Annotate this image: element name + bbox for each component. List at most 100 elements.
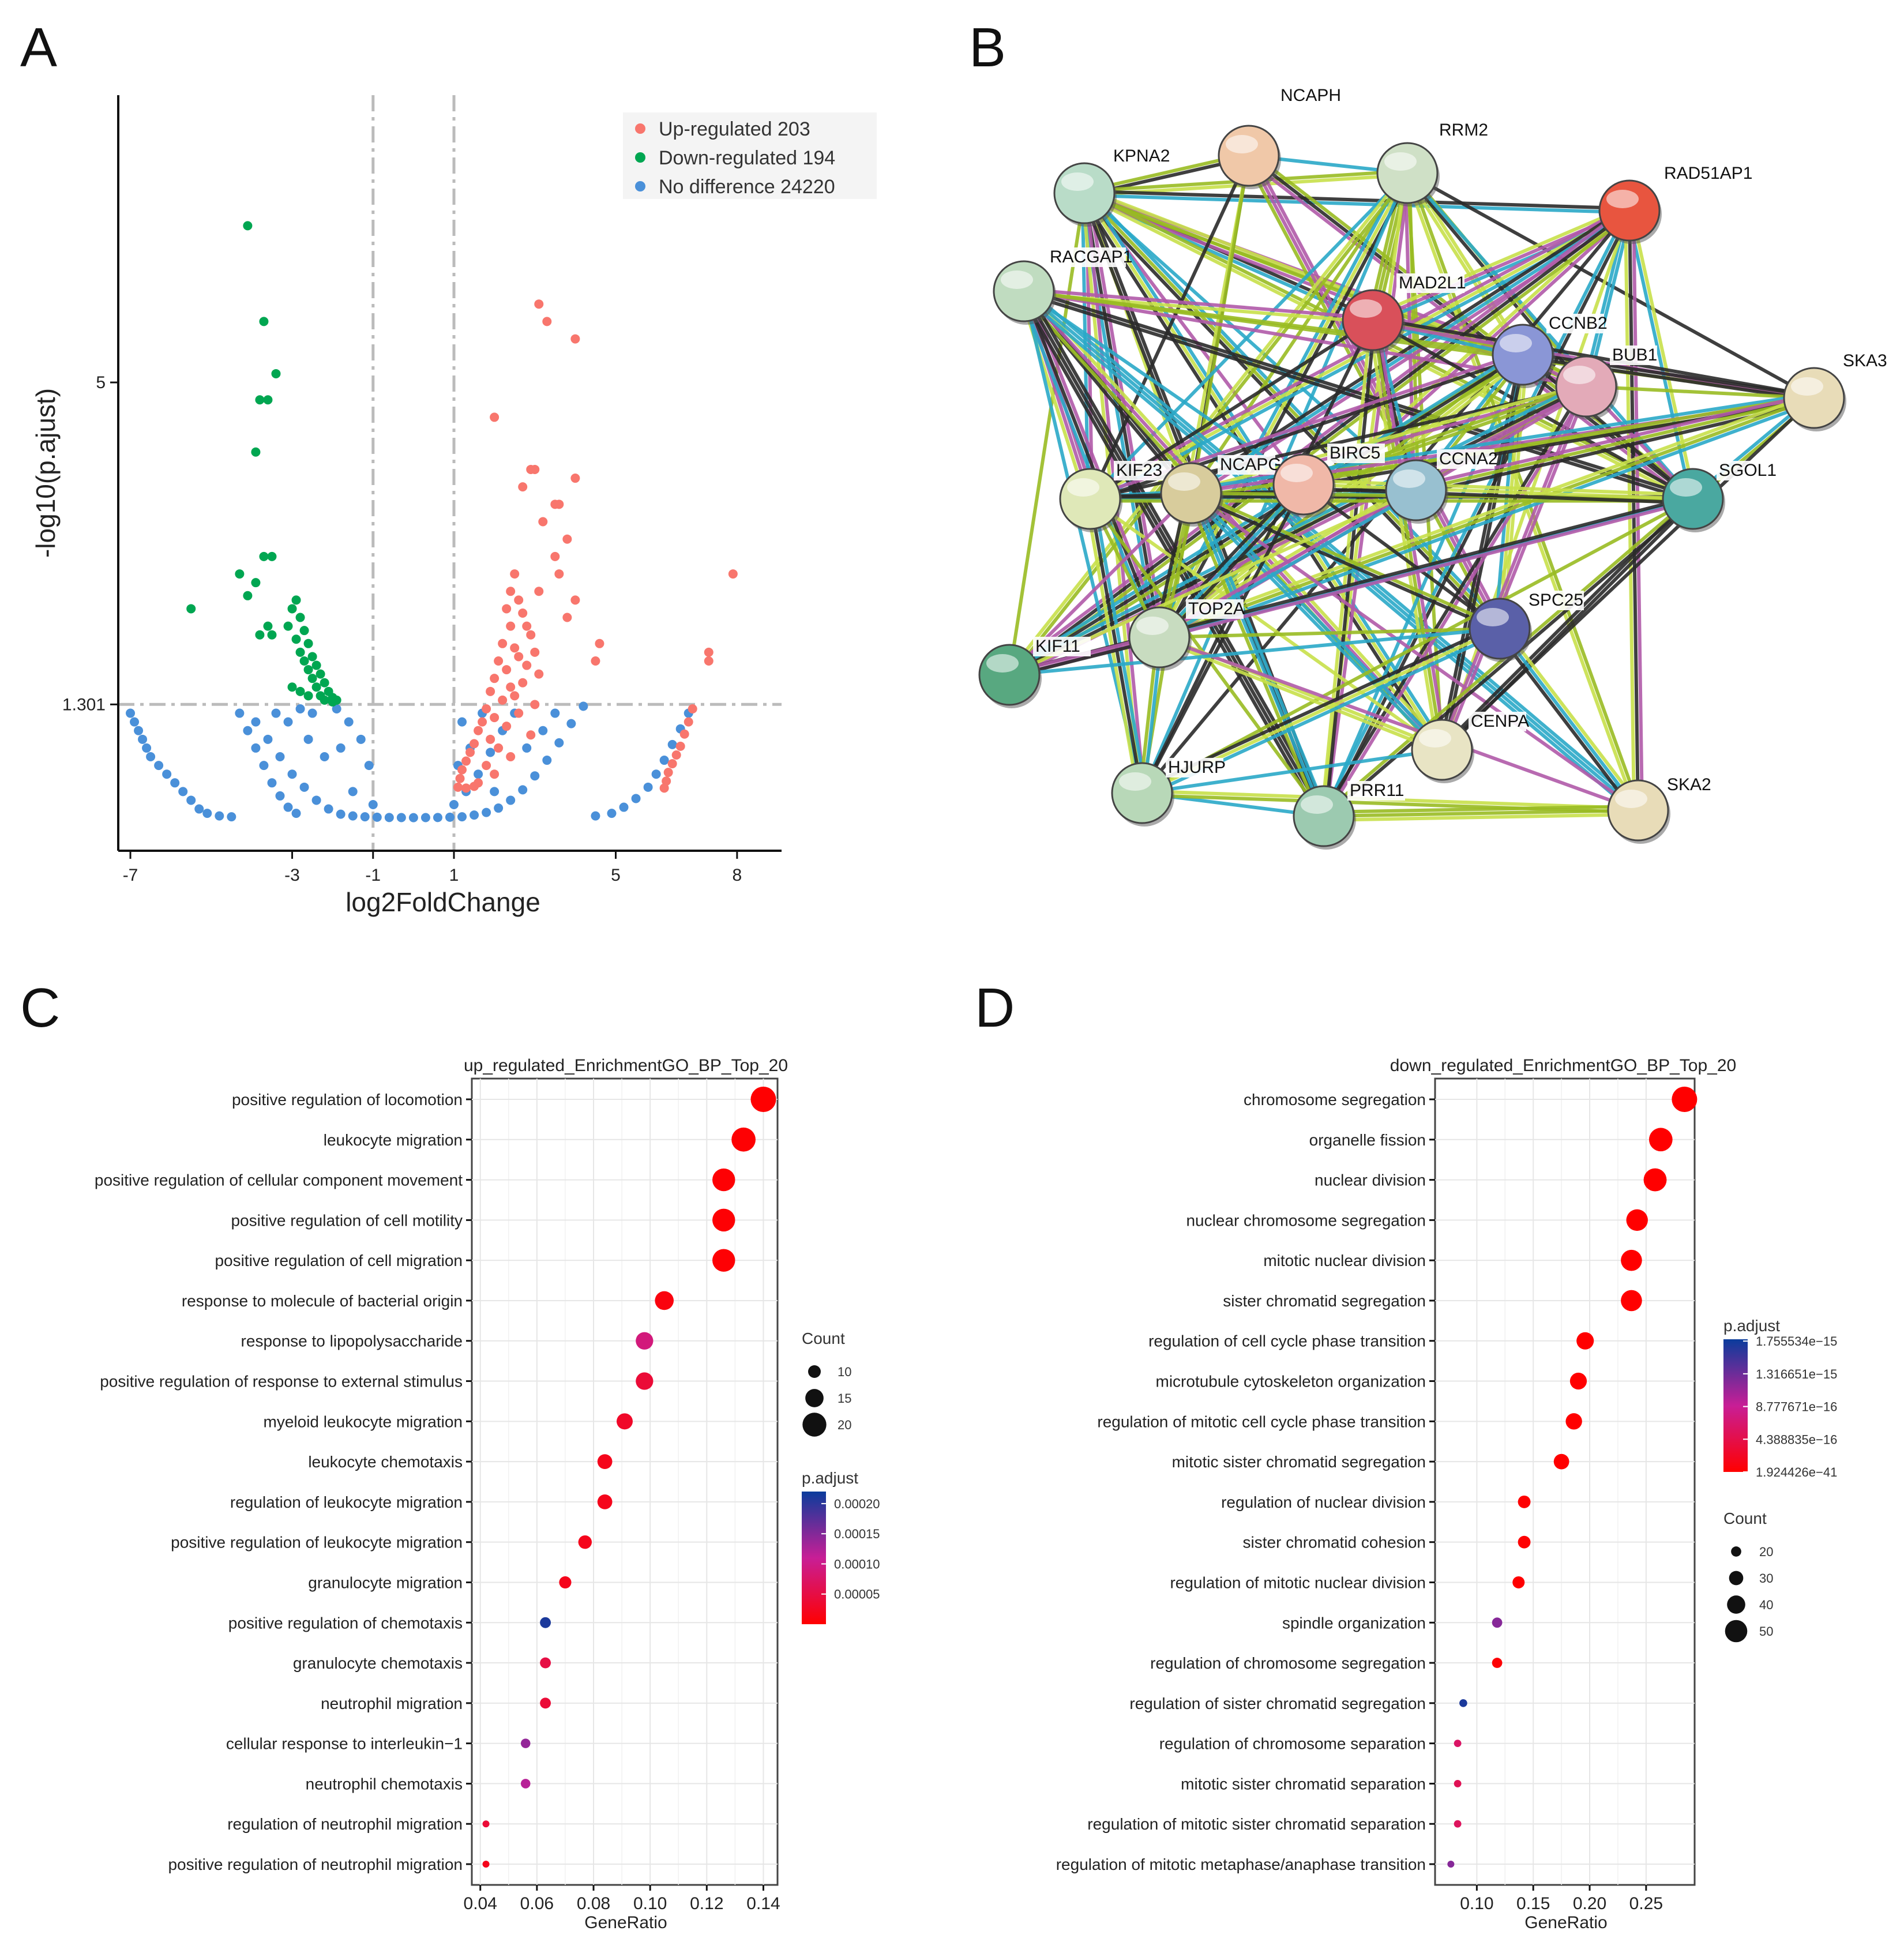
volcano-point <box>303 665 313 675</box>
volcano-x-ticks: -7 -3 -1 1 5 8 <box>123 851 742 885</box>
network-edge <box>1415 396 1815 492</box>
volcano-point <box>255 395 265 405</box>
volcano-point <box>311 795 321 805</box>
enrichment-dot <box>712 1168 735 1192</box>
count-legend-label: 15 <box>838 1391 851 1406</box>
x-tick-label: 0.10 <box>633 1894 667 1913</box>
volcano-point <box>154 761 164 771</box>
network-node-racgap1: RACGAP1 <box>993 247 1132 325</box>
volcano-point <box>663 768 673 777</box>
enrichment-dot <box>540 1617 551 1628</box>
color-legend-label: 0.00010 <box>834 1557 880 1571</box>
network-edge <box>1083 191 1418 492</box>
node-sphere <box>1059 468 1121 530</box>
category-label: positive regulation of cellular componen… <box>95 1171 463 1189</box>
volcano-point <box>126 708 136 718</box>
up-go-plot-area: positive regulation of locomotion leukocy… <box>95 1077 780 1913</box>
volcano-point <box>283 717 293 727</box>
node-sphere <box>1053 162 1116 224</box>
volcano-point <box>530 771 540 781</box>
down-go-dotplot: down_regulated_EnrichmentGO_BP_Top_20 ch… <box>1056 1056 1838 1932</box>
node-label: MAD2L1 <box>1399 273 1466 292</box>
x-tick-label: 1 <box>449 866 459 885</box>
y-tick-label: 1.301 <box>62 695 106 714</box>
network-edge <box>1158 636 1639 812</box>
category-label: regulation of mitotic sister chromatid s… <box>1087 1815 1426 1833</box>
x-tick-label: 0.25 <box>1629 1894 1663 1913</box>
enrichment-dot <box>1643 1168 1667 1192</box>
category-label: sister chromatid segregation <box>1223 1292 1426 1310</box>
network-node-prr11: PRR11 <box>1293 781 1405 850</box>
node-label: KIF11 <box>1035 637 1080 656</box>
network-edge <box>1157 392 1813 636</box>
volcano-point <box>299 626 309 636</box>
volcano-point <box>506 587 516 596</box>
count-legend-dot <box>805 1389 824 1407</box>
legend-marker <box>635 152 645 163</box>
volcano-point <box>295 704 305 713</box>
volcano-point <box>570 474 580 483</box>
x-tick-label: -7 <box>123 866 138 885</box>
network-node-ccnb2: CCNB2 <box>1492 314 1608 388</box>
volcano-point <box>490 674 500 683</box>
volcano-point <box>186 795 196 805</box>
node-sphere <box>1411 719 1473 781</box>
network-edge <box>1191 490 1445 750</box>
color-legend-label: 0.00020 <box>834 1497 880 1511</box>
volcano-point <box>526 464 536 474</box>
volcano-point <box>490 713 500 723</box>
network-node-ncapg: NCAPG <box>1160 455 1282 527</box>
category-label: regulation of mitotic nuclear division <box>1170 1573 1426 1591</box>
network-edge <box>1008 193 1086 675</box>
up-go-legend: Count 10 15 20 p.adjust 0.00020 0.00015 0.00010… <box>802 1329 880 1624</box>
volcano-point <box>554 738 564 748</box>
node-label: RACGAP1 <box>1050 247 1132 266</box>
volcano-point <box>470 782 479 791</box>
category-label: positive regulation of locomotion <box>232 1091 463 1109</box>
count-legend-dot <box>802 1413 827 1437</box>
volcano-point <box>251 743 261 753</box>
volcano-point <box>267 630 277 640</box>
volcano-point <box>514 708 524 718</box>
network-edge <box>1088 171 1409 501</box>
category-label: response to molecule of bacterial origin <box>182 1292 463 1310</box>
volcano-point <box>465 748 475 757</box>
enrichment-dot <box>1626 1209 1648 1231</box>
volcano-point <box>170 778 180 788</box>
network-edge <box>1140 483 1305 794</box>
volcano-point <box>457 812 467 822</box>
network-edge <box>1141 497 1694 795</box>
network-edge <box>1323 805 1638 814</box>
node-label-bg <box>1218 455 1275 475</box>
volcano-point <box>570 595 580 605</box>
volcano-point <box>534 669 544 679</box>
volcano-point <box>486 748 495 757</box>
enrichment-dot <box>520 1738 531 1748</box>
network-edge <box>1008 353 1524 677</box>
node-highlight <box>1477 608 1509 626</box>
color-legend-label: 0.00005 <box>834 1587 880 1602</box>
node-label-bg <box>1469 712 1526 731</box>
category-label: positive regulation of neutrophil migrat… <box>168 1855 463 1873</box>
color-legend-title: p.adjust <box>802 1469 858 1487</box>
node-label-bg <box>1610 345 1657 365</box>
enrichment-dot <box>1565 1413 1582 1430</box>
count-legend-label: 50 <box>1759 1624 1773 1639</box>
enrichment-dot <box>1621 1290 1642 1312</box>
node-highlight <box>1419 729 1451 748</box>
node-label-bg <box>1166 758 1223 777</box>
volcano-point <box>328 697 337 707</box>
color-legend-label: 0.00015 <box>834 1527 880 1541</box>
network-node-mad2l1: MAD2L1 <box>1342 273 1466 354</box>
volcano-point <box>368 800 378 810</box>
enrichment-dot <box>559 1576 572 1589</box>
category-label: positive regulation of cell migration <box>215 1252 463 1269</box>
x-tick-label: 0.14 <box>746 1894 780 1913</box>
volcano-point <box>283 621 293 631</box>
volcano-point <box>643 782 653 792</box>
volcano-point <box>502 604 512 614</box>
volcano-point <box>518 678 528 688</box>
volcano-point <box>530 700 540 709</box>
